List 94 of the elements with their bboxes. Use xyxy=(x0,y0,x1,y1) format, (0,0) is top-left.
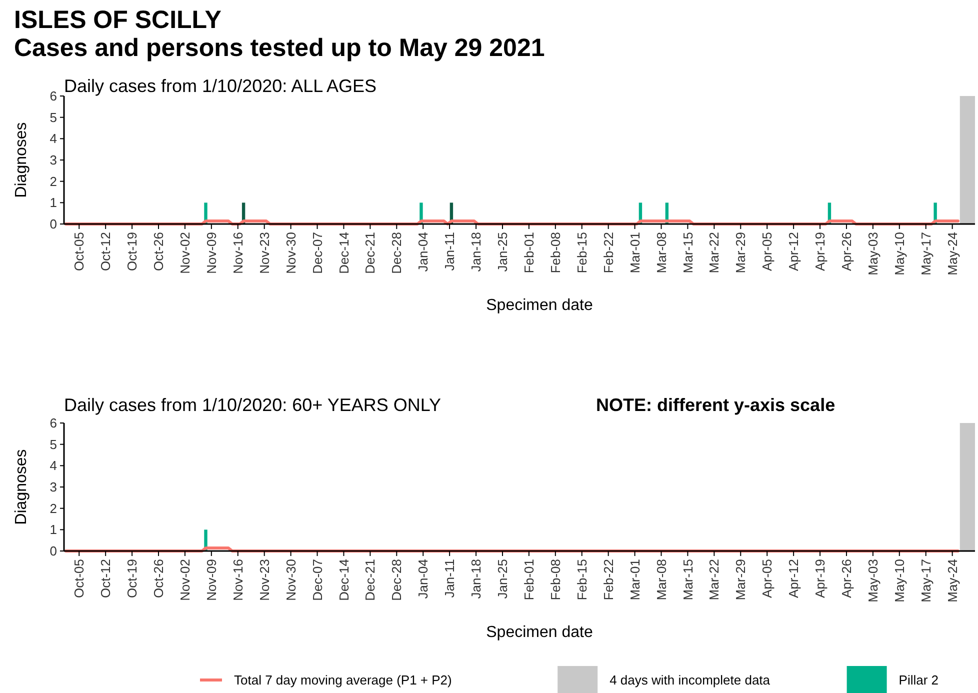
x-tick-label: Nov-23 xyxy=(256,232,272,274)
y-axis-title: Diagnoses xyxy=(13,122,30,198)
x-tick-label: Nov-30 xyxy=(283,232,298,274)
x-tick-label: Jan-25 xyxy=(495,559,510,599)
x-tick-label: Dec-21 xyxy=(362,232,378,274)
y-tick-label: 1 xyxy=(50,522,57,538)
x-tick-label: May-17 xyxy=(918,559,934,602)
x-tick-label: Nov-16 xyxy=(230,559,246,601)
x-tick-label: Mar-01 xyxy=(627,559,642,600)
x-tick-label: Apr-12 xyxy=(786,559,802,598)
y-tick-label: 4 xyxy=(50,458,57,474)
y-tick-label: 5 xyxy=(50,110,57,125)
x-tick-label: May-24 xyxy=(944,559,960,602)
x-tick-label: Dec-28 xyxy=(389,559,404,601)
y-tick-label: 3 xyxy=(50,480,57,495)
y-tick-label: 2 xyxy=(50,500,57,516)
x-tick-label: Oct-19 xyxy=(124,559,140,598)
y-tick-label: 4 xyxy=(50,131,57,146)
text: NOTE: different y-axis scale xyxy=(596,395,836,415)
chart-subtitle: Cases and persons tested up to May 29 2021 xyxy=(14,34,545,62)
x-tick-label: Apr-05 xyxy=(760,232,775,272)
x-tick-label: Dec-14 xyxy=(336,232,352,274)
x-tick-label: Apr-19 xyxy=(812,559,828,598)
y-tick-label: 0 xyxy=(50,216,57,232)
chart-title: Daily cases from 1/10/2020: 60+ YEARS ONLY xyxy=(64,395,442,415)
x-tick-label: Nov-23 xyxy=(256,559,272,601)
x-tick-label: Mar-08 xyxy=(654,232,669,274)
x-tick-label: Jan-04 xyxy=(416,559,431,599)
x-tick-label: Apr-12 xyxy=(786,232,802,272)
x-tick-label: Mar-29 xyxy=(733,232,748,274)
y-axis-title: Diagnoses xyxy=(13,449,30,525)
x-tick-label: Nov-16 xyxy=(230,232,246,274)
x-tick-label: May-24 xyxy=(944,232,960,276)
x-tick-label: Feb-08 xyxy=(548,232,563,274)
x-tick-label: Dec-14 xyxy=(336,559,352,601)
x-tick-label: Oct-26 xyxy=(151,559,166,598)
x-tick-label: May-03 xyxy=(865,559,880,602)
x-tick-label: Feb-22 xyxy=(600,232,616,274)
y-tick-label: 6 xyxy=(50,416,57,431)
x-tick-label: Feb-22 xyxy=(600,559,616,600)
y-tick-label: 0 xyxy=(50,544,57,559)
x-tick-label: Jan-04 xyxy=(416,232,431,272)
y-tick-label: 6 xyxy=(50,88,57,104)
x-tick-label: Nov-09 xyxy=(204,232,219,274)
x-tick-label: Dec-28 xyxy=(389,232,404,274)
text: Daily cases from 1/10/2020: ALL AGES xyxy=(64,76,377,96)
x-tick-label: May-10 xyxy=(892,232,907,276)
x-tick-label: Jan-18 xyxy=(468,232,484,272)
x-tick-label: Dec-21 xyxy=(362,559,378,601)
x-tick-label: May-03 xyxy=(865,232,880,276)
chart-title: ISLES OF SCILLY xyxy=(14,6,222,34)
x-tick-label: Feb-01 xyxy=(522,559,536,600)
x-tick-label: Jan-11 xyxy=(442,232,458,271)
x-tick-label: Apr-26 xyxy=(839,232,854,272)
x-tick-label: Oct-26 xyxy=(151,232,166,272)
x-tick-label: Oct-12 xyxy=(98,559,114,598)
x-tick-label: Apr-05 xyxy=(760,559,775,598)
x-tick-label: Dec-07 xyxy=(310,232,325,274)
x-tick-label: Mar-29 xyxy=(733,559,748,600)
x-tick-label: Nov-09 xyxy=(204,559,219,601)
x-axis-title: Specimen date xyxy=(486,624,593,641)
x-tick-label: May-10 xyxy=(892,559,907,602)
x-tick-label: Mar-15 xyxy=(680,559,696,600)
x-tick-label: Mar-01 xyxy=(627,232,642,274)
x-tick-label: Mar-15 xyxy=(680,232,696,274)
y-tick-label: 5 xyxy=(50,436,57,452)
legend-label: Pillar 2 xyxy=(898,672,939,688)
y-tick-label: 1 xyxy=(50,195,57,210)
x-tick-label: Apr-19 xyxy=(812,232,828,272)
x-tick-label: Oct-05 xyxy=(72,232,87,272)
x-tick-label: Nov-30 xyxy=(283,559,298,601)
x-tick-label: Oct-12 xyxy=(98,232,114,272)
legend-label: Total 7 day moving average (P1 + P2) xyxy=(234,672,452,688)
x-tick-label: Mar-22 xyxy=(706,232,722,274)
x-tick-label: Jan-11 xyxy=(442,559,458,598)
x-tick-label: Jan-25 xyxy=(495,232,510,272)
x-tick-label: Mar-08 xyxy=(654,559,669,600)
x-tick-label: Feb-15 xyxy=(574,559,590,600)
x-tick-label: Feb-01 xyxy=(522,232,536,274)
x-tick-label: Apr-26 xyxy=(839,559,854,598)
x-tick-label: Jan-18 xyxy=(468,559,484,599)
x-tick-label: Oct-19 xyxy=(124,232,140,272)
x-tick-label: Oct-05 xyxy=(72,559,87,598)
x-tick-label: Nov-02 xyxy=(178,559,193,601)
x-tick-label: Feb-08 xyxy=(548,559,563,600)
x-tick-label: Dec-07 xyxy=(310,559,325,601)
x-tick-label: May-17 xyxy=(918,232,934,276)
x-axis-title: Specimen date xyxy=(486,297,593,314)
x-tick-label: Feb-15 xyxy=(574,232,590,274)
x-tick-label: Mar-22 xyxy=(706,559,722,600)
y-tick-label: 3 xyxy=(50,152,57,168)
y-tick-label: 2 xyxy=(50,174,57,189)
x-tick-label: Nov-02 xyxy=(178,232,193,274)
legend-label: 4 days with incomplete data xyxy=(610,672,771,688)
